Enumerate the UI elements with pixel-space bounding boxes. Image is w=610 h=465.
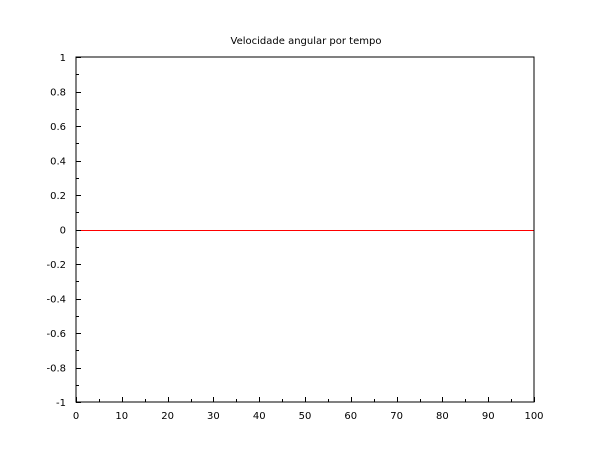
- y-tick-label: -0.2: [46, 260, 66, 271]
- y-tick-label: -0.6: [46, 329, 66, 340]
- y-tick-label: 0.8: [50, 88, 66, 99]
- y-tick-label: 0.6: [50, 122, 66, 133]
- x-tick-label: 50: [299, 411, 312, 422]
- y-tick-label: 0.2: [50, 191, 66, 202]
- x-tick-label: 40: [253, 411, 266, 422]
- x-tick-label: 60: [344, 411, 357, 422]
- x-tick-label: 0: [73, 411, 79, 422]
- y-tick-label: 1: [60, 53, 66, 64]
- x-tick-label: 20: [161, 411, 174, 422]
- y-tick-label: -0.4: [46, 295, 66, 306]
- y-axis: 1 0.8 0.6 0.4 0.2 0 -0.2 -0.4 -0.6 -0.8 -1: [46, 53, 81, 409]
- x-tick-label: 100: [524, 411, 543, 422]
- x-tick-label: 30: [207, 411, 220, 422]
- x-tick-label: 90: [482, 411, 495, 422]
- x-tick-label: 80: [436, 411, 449, 422]
- chart-title: Velocidade angular por tempo: [231, 36, 382, 47]
- y-tick-label: -1: [56, 398, 66, 409]
- x-axis: 0 10 20 30 40 50 60 70 80 90 100: [73, 397, 544, 422]
- y-tick-label: 0.4: [50, 157, 66, 168]
- x-tick-label: 70: [390, 411, 403, 422]
- plot-frame: [75, 56, 535, 403]
- y-tick-label: 0: [60, 226, 66, 237]
- y-tick-label: -0.8: [46, 364, 66, 375]
- x-tick-label: 10: [115, 411, 128, 422]
